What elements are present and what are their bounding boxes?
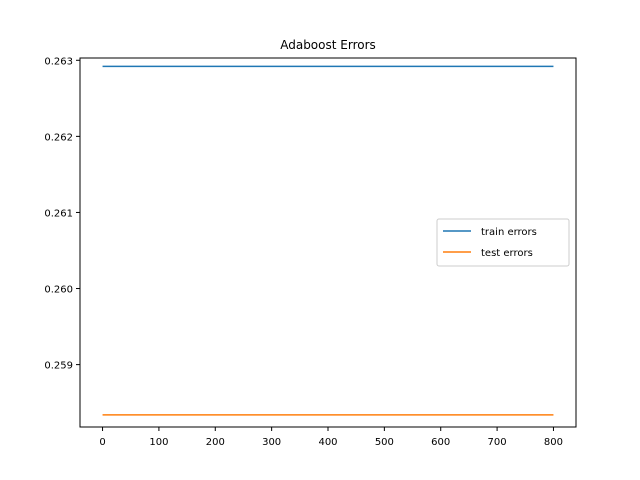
x-tick-label: 400 [318, 437, 337, 448]
x-tick-label: 100 [149, 437, 168, 448]
x-tick-label: 800 [544, 437, 563, 448]
y-tick-label: 0.263 [44, 56, 73, 67]
legend-label: test errors [481, 248, 533, 259]
y-tick-label: 0.262 [44, 132, 73, 143]
x-tick-label: 500 [375, 437, 394, 448]
y-tick-label: 0.261 [44, 208, 73, 219]
x-tick-label: 700 [488, 437, 507, 448]
legend-label: train errors [481, 227, 537, 238]
x-tick-label: 600 [431, 437, 450, 448]
y-tick-label: 0.259 [44, 361, 73, 372]
x-tick-label: 0 [99, 437, 105, 448]
plot-area: 0 100 200 300 400 500 600 700 800 0.259 0.260 0.261… [44, 56, 577, 448]
x-tick-label: 200 [206, 437, 225, 448]
x-tick-label: 300 [262, 437, 281, 448]
chart-title: Adaboost Errors [280, 38, 376, 52]
y-tick-label: 0.260 [44, 285, 73, 296]
